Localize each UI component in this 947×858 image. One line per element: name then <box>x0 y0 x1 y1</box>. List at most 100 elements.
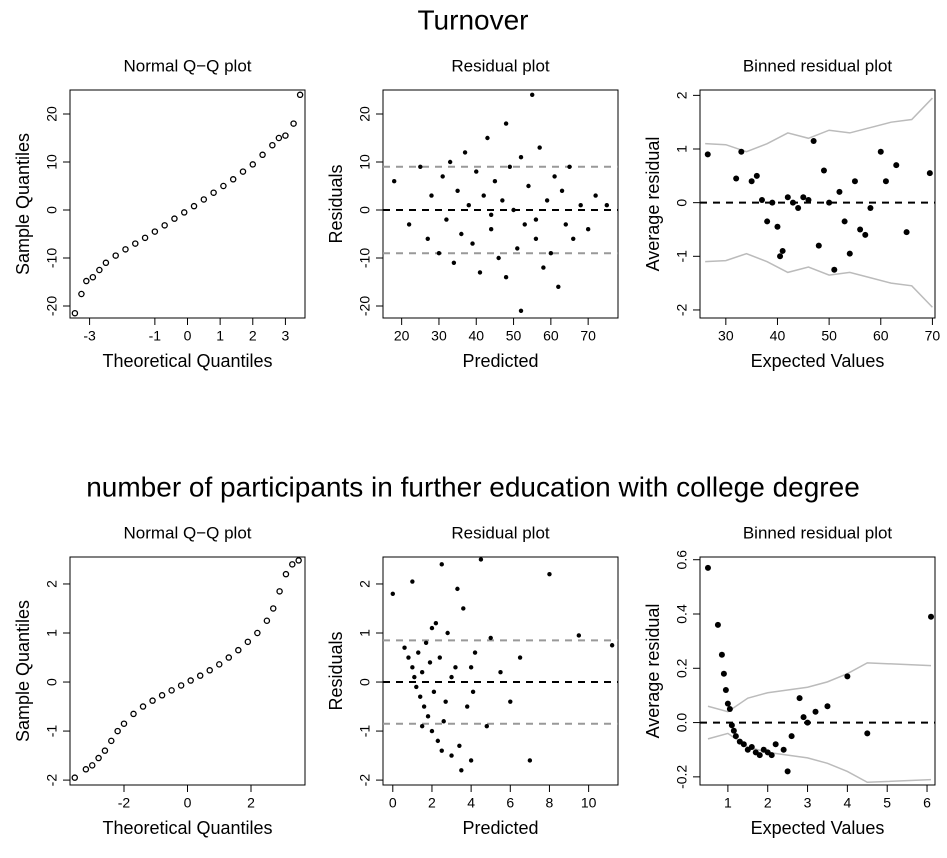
point <box>443 699 448 704</box>
point <box>269 605 277 612</box>
point <box>83 277 90 285</box>
point <box>738 148 745 155</box>
point <box>604 203 610 208</box>
x-tick-label: 70 <box>580 328 596 344</box>
x-tick-label: 2 <box>249 328 257 344</box>
point <box>571 236 576 241</box>
point <box>559 188 565 193</box>
point <box>846 250 853 257</box>
point <box>180 209 188 216</box>
y-tick-label: 20 <box>44 106 60 122</box>
point <box>836 188 843 195</box>
y-tick-label: 0 <box>357 678 373 686</box>
plot-box <box>69 556 306 786</box>
y-tick-label: 2 <box>674 91 690 99</box>
y-tick-label: -2 <box>674 304 690 317</box>
point <box>732 733 739 740</box>
point <box>526 183 531 189</box>
x-tick-label: 0 <box>184 795 192 811</box>
point <box>774 223 781 230</box>
point <box>477 270 483 275</box>
point <box>764 218 771 225</box>
point <box>71 774 79 781</box>
x-tick-label: 60 <box>873 328 889 344</box>
point <box>451 260 457 265</box>
point <box>429 728 435 734</box>
point <box>82 766 90 773</box>
x-tick-label: 3 <box>804 795 812 811</box>
point <box>295 557 302 564</box>
point <box>112 252 119 259</box>
point <box>893 162 900 169</box>
point <box>216 661 223 668</box>
point <box>275 134 283 142</box>
y-tick-label: -2 <box>357 774 373 787</box>
y-tick-label: 2 <box>357 580 373 588</box>
point <box>500 198 505 203</box>
point <box>488 212 494 217</box>
y-tick-label: 2 <box>44 580 60 588</box>
point <box>161 222 168 229</box>
point <box>455 586 460 592</box>
point <box>468 758 474 763</box>
point <box>410 665 415 670</box>
point <box>439 748 444 753</box>
point <box>390 591 395 596</box>
point <box>779 247 786 254</box>
x-tick-label: 0 <box>389 795 397 811</box>
y-tick-label: -10 <box>357 248 373 268</box>
point <box>720 670 727 677</box>
point <box>429 193 434 198</box>
point <box>609 643 615 648</box>
point <box>187 677 194 684</box>
point <box>722 687 729 693</box>
x-tick-label: 10 <box>581 795 597 811</box>
point <box>441 719 446 724</box>
point <box>290 120 297 127</box>
point <box>427 660 433 665</box>
point <box>511 207 516 213</box>
point <box>812 708 819 715</box>
y-tick-label: -1 <box>44 725 60 738</box>
point <box>556 284 561 289</box>
point <box>151 228 159 235</box>
point <box>507 164 513 169</box>
point <box>820 167 827 174</box>
x-tick-label: -1 <box>149 328 162 344</box>
x-tick-label: 30 <box>718 328 734 344</box>
point <box>459 231 464 237</box>
point <box>466 203 471 208</box>
point <box>517 655 523 660</box>
point <box>141 234 149 242</box>
point <box>168 687 175 694</box>
x-tick-label: 40 <box>770 328 786 344</box>
y-tick-label: 1 <box>674 145 690 153</box>
point <box>78 290 85 298</box>
figure-title: number of participants in further educat… <box>86 471 860 502</box>
point <box>249 161 257 168</box>
point <box>758 196 765 203</box>
point <box>777 253 784 260</box>
point <box>472 650 478 655</box>
y-tick-label: 10 <box>44 154 60 170</box>
point <box>71 309 79 317</box>
plot-box <box>382 556 619 786</box>
x-tick-label: -2 <box>118 795 131 811</box>
x-tick-label: 20 <box>394 328 410 344</box>
point <box>740 741 747 748</box>
y-tick-label: -20 <box>44 296 60 316</box>
point <box>748 178 755 185</box>
point <box>414 684 419 690</box>
x-tick-label: 6 <box>923 795 931 811</box>
point <box>200 196 208 203</box>
point <box>877 148 884 155</box>
point <box>753 172 760 179</box>
point <box>229 176 237 183</box>
point <box>235 646 242 654</box>
point <box>102 259 110 267</box>
point <box>537 145 542 150</box>
point <box>433 620 439 626</box>
y-axis-label: Residuals <box>326 164 346 243</box>
y-tick-label: 0.2 <box>674 658 690 678</box>
